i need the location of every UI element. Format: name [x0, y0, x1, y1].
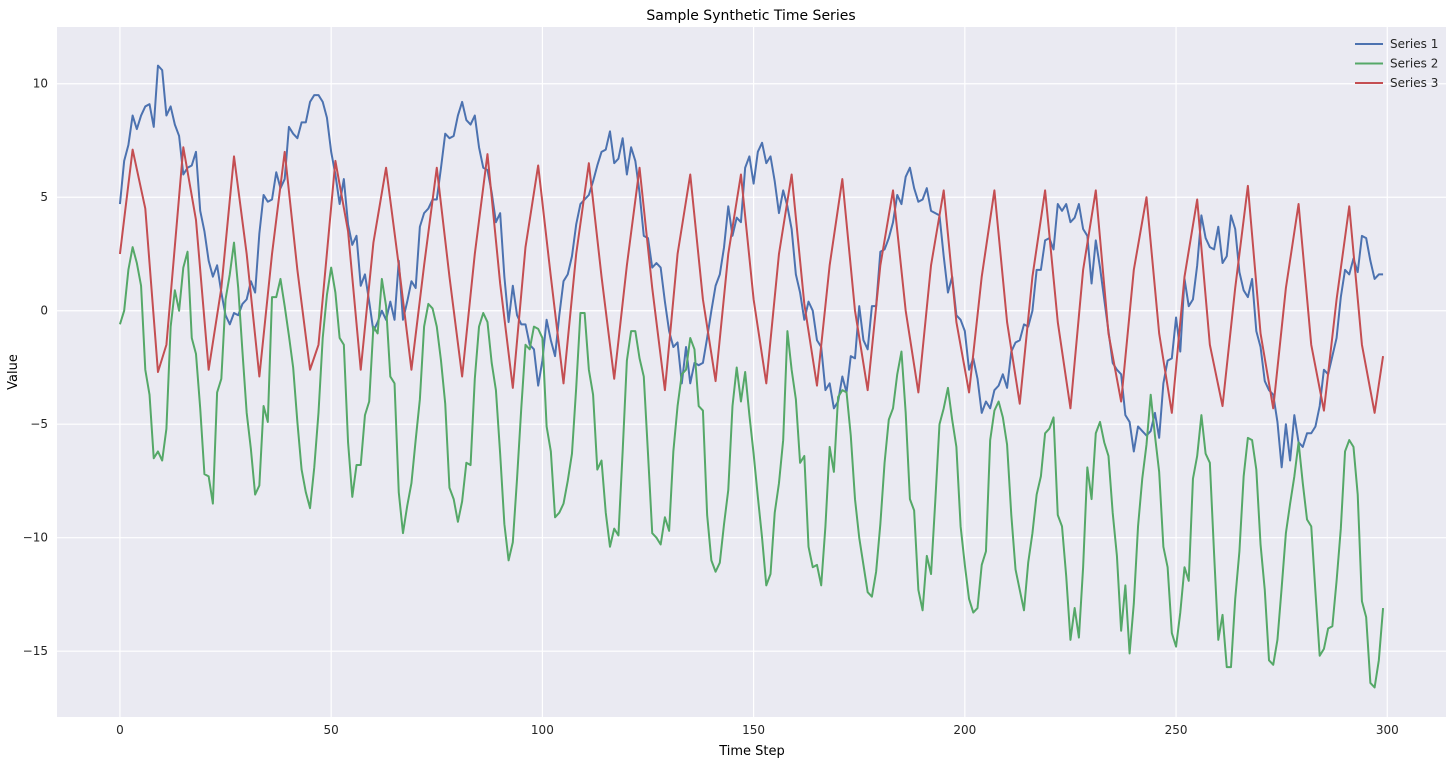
- x-tick-label: 100: [531, 723, 554, 737]
- x-tick-label: 150: [742, 723, 765, 737]
- x-tick-label: 300: [1376, 723, 1399, 737]
- y-tick-label: 10: [33, 77, 48, 91]
- chart-title: Sample Synthetic Time Series: [646, 8, 855, 24]
- plot-area: [57, 27, 1446, 717]
- x-axis-label: Time Step: [718, 744, 785, 759]
- legend-label-series-2: Series 2: [1390, 57, 1438, 71]
- legend-label-series-1: Series 1: [1390, 37, 1438, 51]
- legend: Series 1 Series 2 Series 3: [1355, 37, 1438, 90]
- y-tick-label: 5: [40, 190, 48, 204]
- series-lines: [118, 64, 1385, 689]
- tick-labels: 0 50 100 150 200 250 300 −15 −10 −5 0 5 10: [23, 77, 1399, 737]
- x-tick-label: 250: [1165, 723, 1188, 737]
- y-tick-label: 0: [40, 304, 48, 318]
- series-3-line: [118, 146, 1385, 414]
- x-tick-label: 0: [116, 723, 124, 737]
- y-axis-label: Value: [6, 354, 21, 390]
- y-tick-label: −10: [23, 531, 48, 545]
- legend-label-series-3: Series 3: [1390, 76, 1438, 90]
- x-tick-label: 200: [953, 723, 976, 737]
- y-tick-label: −15: [23, 644, 48, 658]
- series-2-line: [118, 241, 1385, 689]
- x-tick-label: 50: [324, 723, 339, 737]
- y-tick-label: −5: [30, 417, 48, 431]
- series-1-line: [118, 64, 1384, 469]
